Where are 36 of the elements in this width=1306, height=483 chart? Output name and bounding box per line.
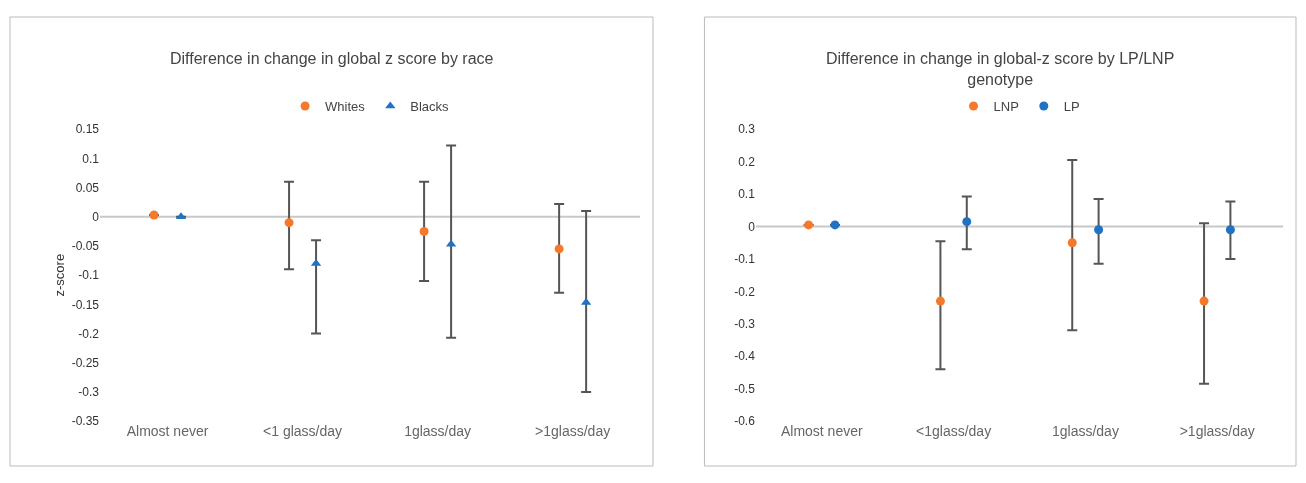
legend-label: LNP <box>993 99 1019 115</box>
legend-label: Blacks <box>410 99 450 115</box>
y-tick-label: 0.1 <box>738 187 756 202</box>
y-tick-label: -0.15 <box>71 297 100 312</box>
y-tick-label: 0 <box>748 219 756 234</box>
y-tick-label: -0.4 <box>734 349 756 364</box>
y-tick-label: -0.6 <box>734 414 756 429</box>
y-tick-label: 0.3 <box>738 122 756 137</box>
x-tick-label: 1glass/day <box>404 423 472 440</box>
y-tick-label: 0 <box>92 210 100 225</box>
y-tick-label: -0.05 <box>71 239 100 254</box>
y-tick-label: 0.2 <box>738 154 756 169</box>
y-tick-label: 0.15 <box>75 122 100 137</box>
y-axis-title: z-score <box>51 253 67 297</box>
y-tick-label: -0.3 <box>734 317 756 332</box>
x-tick-label: >1glass/day <box>535 423 611 440</box>
x-tick-label: 1glass/day <box>1051 423 1119 440</box>
y-tick-label: -0.1 <box>734 252 756 267</box>
y-tick-label: -0.2 <box>78 326 100 341</box>
legend-label: LP <box>1063 99 1080 115</box>
x-tick-label: <1glass/day <box>916 423 992 440</box>
y-tick-label: 0.05 <box>75 180 100 195</box>
y-tick-label: -0.5 <box>734 381 756 396</box>
y-tick-label: 0.1 <box>82 151 100 166</box>
legend-label: Whites <box>325 99 366 115</box>
x-tick-label: <1 glass/day <box>263 423 343 440</box>
x-tick-label: Almost never <box>780 423 863 440</box>
y-tick-label: -0.3 <box>78 385 100 400</box>
y-tick-label: -0.25 <box>71 355 100 370</box>
x-tick-label: >1glass/day <box>1179 423 1255 440</box>
y-tick-label: -0.2 <box>734 284 756 299</box>
x-tick-label: Almost never <box>126 423 209 440</box>
y-tick-label: -0.1 <box>78 268 100 283</box>
chart-title: Difference in change in global z score by race <box>170 50 494 67</box>
chart-title: Difference in change in global-z score by LP/LNP genotype <box>826 50 1175 88</box>
y-tick-label: -0.35 <box>71 414 100 429</box>
